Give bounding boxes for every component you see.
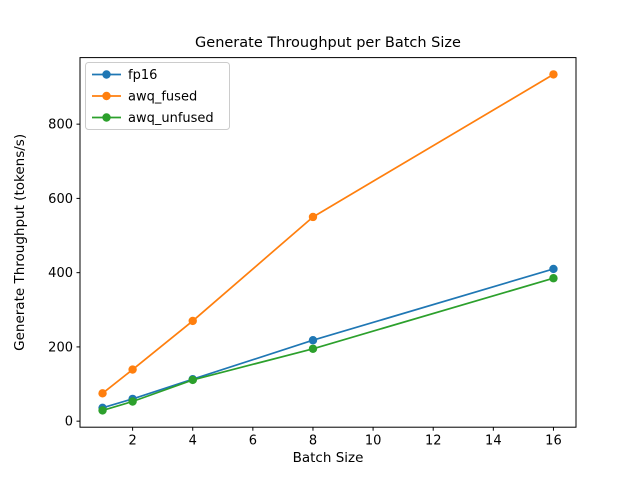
series-marker-fp16 [549, 264, 558, 274]
legend-marker-icon [102, 113, 111, 122]
series-marker-awq_unfused [188, 375, 197, 385]
x-tick-label: 14 [485, 434, 502, 449]
legend-label: awq_unfused [128, 111, 214, 126]
legend-marker-icon [102, 70, 111, 79]
legend: fp16 awq_fused awq_unfused [85, 62, 230, 130]
series-marker-awq_fused [308, 212, 318, 222]
x-tick-label: 6 [249, 434, 257, 449]
x-tick-label: 16 [545, 434, 562, 449]
chart-title: Generate Throughput per Batch Size [195, 35, 461, 51]
x-axis-label: Batch Size [293, 450, 364, 466]
series-marker-fp16 [308, 336, 318, 345]
legend-label: fp16 [128, 68, 157, 83]
y-tick-label: 200 [48, 340, 73, 355]
x-tick-label: 2 [128, 434, 136, 449]
y-tick-label: 400 [48, 266, 73, 281]
y-tick-label: 800 [48, 118, 73, 133]
x-tick-label: 4 [189, 434, 197, 449]
series-marker-awq_fused [549, 70, 558, 79]
legend-box [85, 62, 230, 130]
series-marker-awq_unfused [98, 406, 107, 415]
x-tick-label: 12 [425, 434, 442, 449]
y-tick-label: 0 [65, 415, 73, 430]
legend-marker-icon [102, 91, 111, 101]
series-marker-awq_unfused [128, 397, 137, 406]
x-tick-label: 10 [365, 434, 382, 449]
x-tick-label: 8 [309, 434, 317, 449]
plot-border [79, 57, 577, 428]
series-marker-awq_fused [188, 316, 197, 326]
series-marker-awq_unfused [549, 274, 558, 283]
y-axis-label: Generate Throughput (tokens/s) [12, 134, 28, 351]
legend-label: awq_fused [128, 90, 197, 105]
series-marker-awq_fused [98, 389, 107, 398]
y-tick-label: 600 [48, 192, 73, 207]
series-marker-awq_unfused [308, 344, 318, 353]
series-marker-awq_fused [128, 365, 137, 374]
